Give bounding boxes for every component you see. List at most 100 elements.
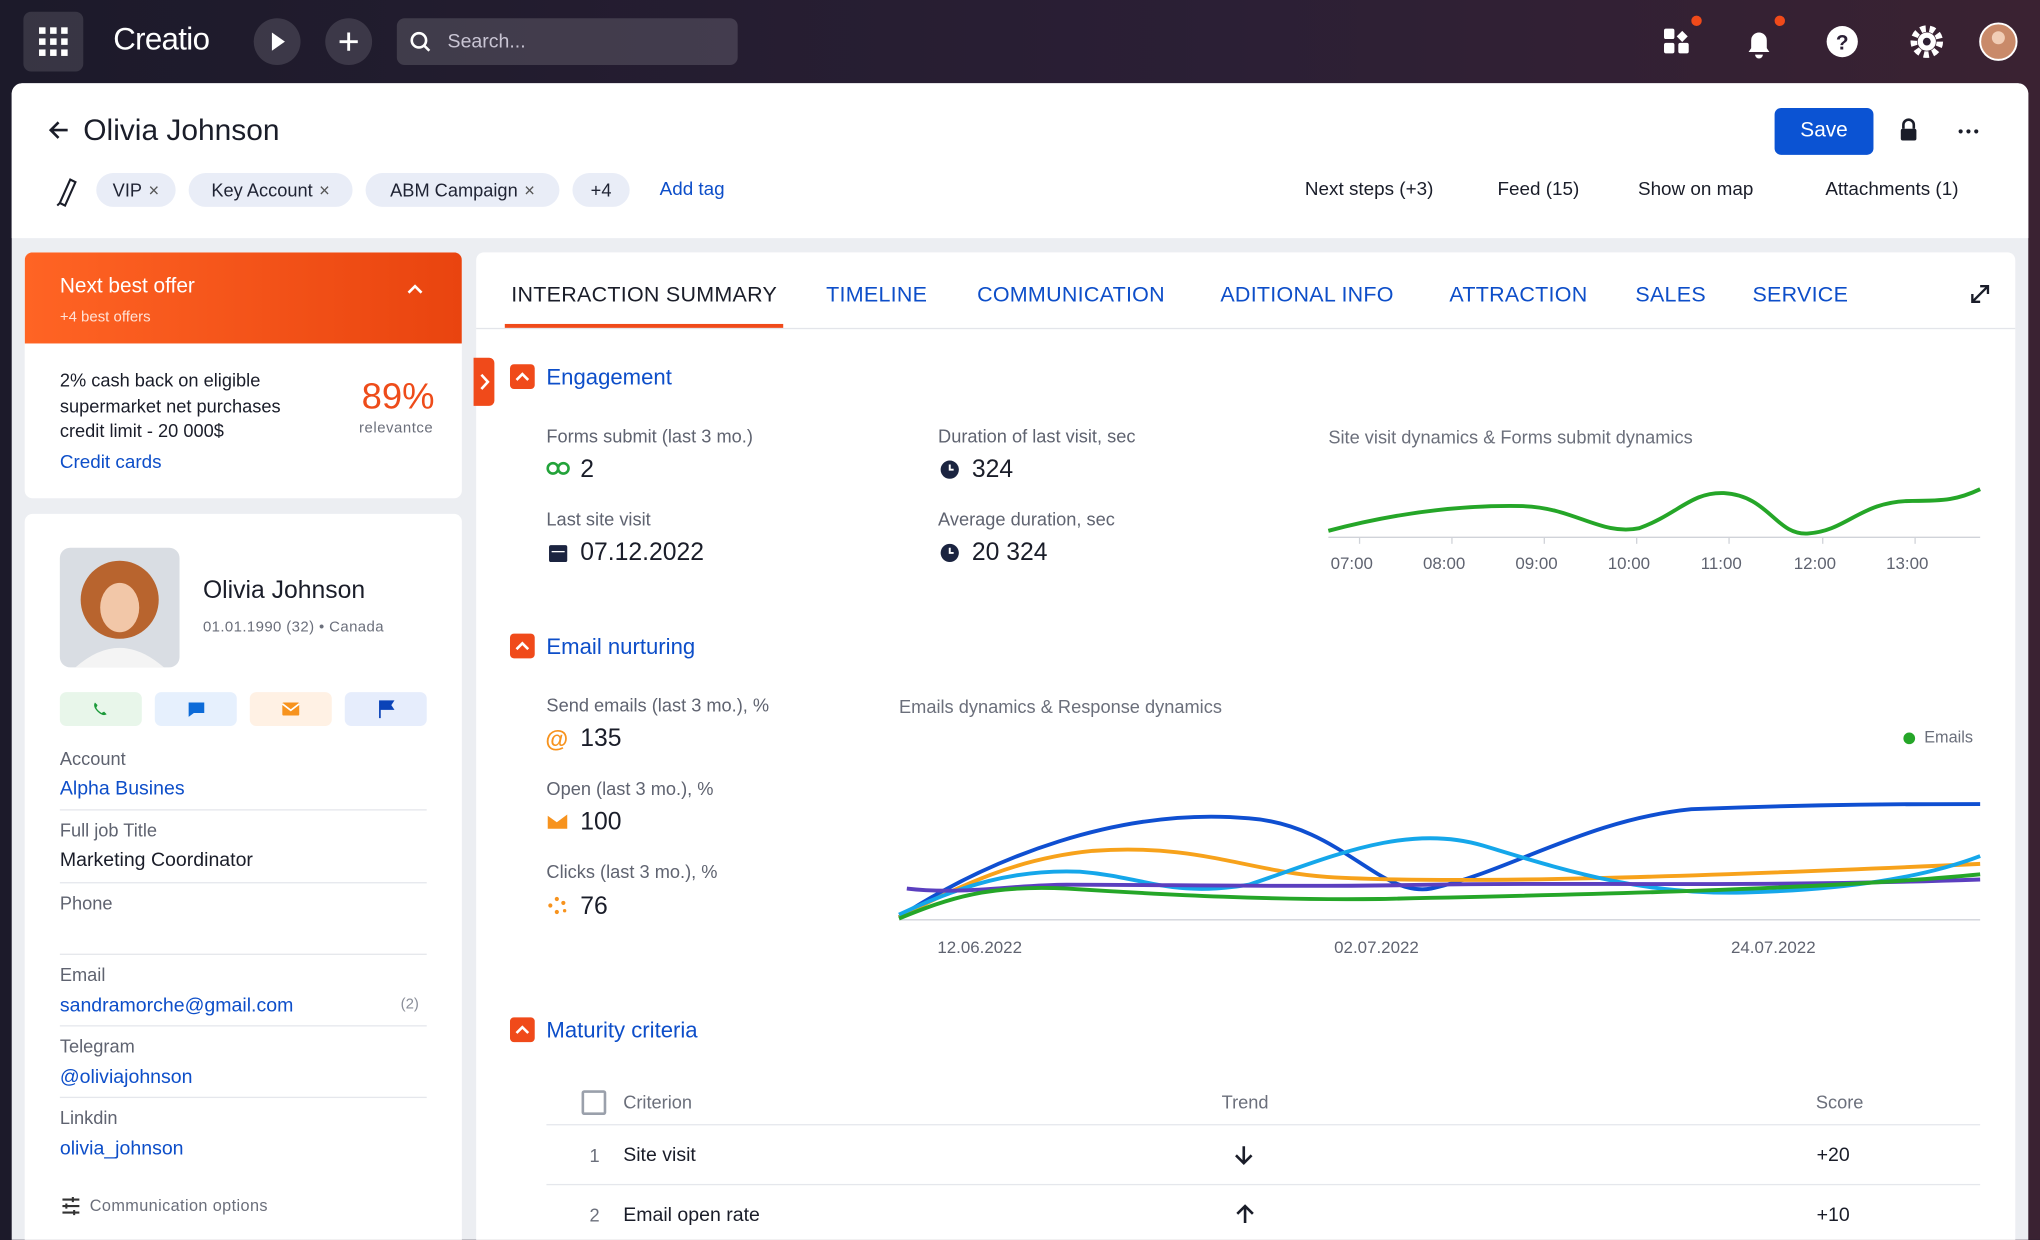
email-toggle[interactable] [509,633,535,659]
collapse-offer[interactable] [402,276,428,302]
offer-header [24,252,462,344]
save-button[interactable]: Save [1774,107,1874,155]
shape [515,641,530,651]
metric-label: Forms submit (last 3 mo.) [546,425,753,447]
shape [100,582,140,633]
shape [50,49,57,56]
x-axis-label: 12:00 [1793,553,1837,574]
row-divider [546,1124,1981,1126]
header-link[interactable]: Feed (15) [1497,179,1580,201]
record-title: Olivia Johnson [83,112,280,147]
edit-tags-icon[interactable] [56,178,77,207]
field-value[interactable]: @oliviajohnson [59,1066,193,1089]
tab[interactable]: SERVICE [1752,283,1849,307]
tag[interactable]: Key Account × [188,173,353,207]
column-header[interactable]: Trend [1221,1091,1269,1113]
tag[interactable]: +4 [572,173,630,207]
shape [407,284,423,294]
field-value[interactable]: Alpha Busines [59,777,185,800]
offer-link[interactable]: Credit cards [59,452,162,474]
top-icons: ? [253,15,2018,66]
field-label: Full job Title [59,819,158,841]
section-icons [509,364,535,1043]
header-link[interactable]: Show on map [1637,179,1754,201]
field-count: (2) [400,996,419,1013]
tag-label: Key Account [211,179,313,201]
tab[interactable]: SALES [1635,283,1706,307]
remove-tag[interactable]: × [524,179,535,201]
brand: Creatio [113,22,210,58]
section-title[interactable]: Email nurturing [546,634,696,659]
field-label: Account [59,748,126,769]
tag[interactable]: VIP × [96,173,176,207]
legend-label[interactable]: Emails [1924,728,1974,747]
apps-button[interactable] [23,11,84,72]
shape [1678,42,1689,54]
shape [1991,31,2005,45]
side-handle[interactable] [473,357,495,406]
shape [1958,129,1963,134]
comm-options-icon [62,1196,80,1216]
shape [62,1198,80,1214]
offer-text-line: 2% cash back on eligible [59,369,261,391]
more-button[interactable] [1958,129,1979,134]
tag-label: VIP [112,179,143,201]
metric-label: Clicks (last 3 mo.), % [546,861,718,883]
remove-tag[interactable]: × [148,179,160,201]
search-placeholder: Search... [447,30,526,53]
shape [515,372,530,381]
help-icon[interactable] [1826,26,1858,58]
tab[interactable]: COMMUNICATION [977,283,1165,307]
search-box[interactable] [396,18,738,66]
shape [39,27,46,34]
shape [61,49,68,56]
settings-icon[interactable] [1910,25,1944,58]
section-title[interactable]: Maturity criteria [546,1018,698,1043]
shape [1664,28,1675,40]
tab[interactable]: INTERACTION SUMMARY [511,283,778,307]
offer-percent: 89% [361,375,435,417]
chart-title: Emails dynamics & Response dynamics [899,696,1222,717]
maturity-toggle[interactable] [509,1017,535,1043]
header-link[interactable]: Next steps (+3) [1304,179,1434,201]
column-header[interactable]: Score [1815,1091,1864,1113]
shape [65,1196,76,1216]
metric-label: Send emails (last 3 mo.), % [546,694,770,716]
comm-options[interactable]: Communication options [89,1196,268,1215]
tab[interactable]: ATTRACTION [1449,283,1588,307]
add-tag[interactable]: Add tag [659,179,725,201]
engagement-toggle[interactable] [509,364,535,390]
shape [75,647,164,668]
tab[interactable]: TIMELINE [826,283,928,307]
metric-value: 2 [580,456,595,484]
lock-icon[interactable] [1900,118,1917,141]
widgets-icon[interactable] [1664,28,1689,54]
shape [39,27,68,56]
field-divider [59,1025,427,1027]
profile-photo [59,547,180,668]
offer-percent-label: relevantce [359,420,434,437]
shape [1902,118,1916,129]
field-value[interactable]: sandramorche@gmail.com [59,994,294,1017]
field-value[interactable]: olivia_johnson [59,1137,184,1160]
column-header[interactable]: Criterion [623,1091,693,1113]
header-link[interactable]: Attachments (1) [1825,179,1959,201]
row-score: +20 [1816,1144,1850,1167]
field-value: Marketing Coordinator [59,848,253,872]
tab[interactable]: ADITIONAL INFO [1220,283,1394,307]
x-axis-label: 07:00 [1330,553,1373,574]
x-axis-label: 24.07.2022 [1730,937,1816,957]
remove-tag[interactable]: × [319,179,330,201]
row-number: 1 [589,1144,600,1166]
metric-label: Last site visit [546,508,651,530]
back-button[interactable] [48,121,68,139]
tag[interactable]: ABM Campaign × [365,173,560,207]
shape [480,373,490,390]
section-title[interactable]: Engagement [546,364,672,390]
offer-subtitle: +4 best offers [59,309,151,326]
expand-button[interactable] [1967,281,1993,307]
call-button[interactable] [59,692,142,726]
shape [423,44,431,52]
select-all-checkbox[interactable] [581,1090,607,1115]
